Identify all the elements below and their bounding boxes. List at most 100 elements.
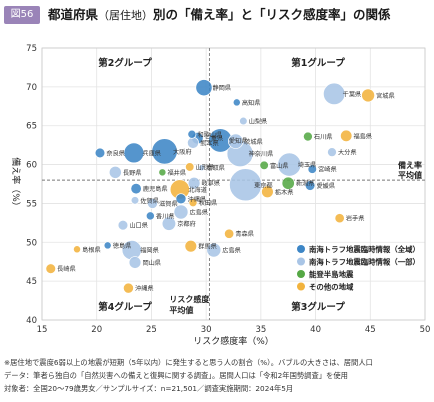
footnote-sample: 対象者：全国20〜79歳男女／サンプルサイズ：n=21,501／調査実施期間：2…	[4, 384, 294, 393]
title-paren: （居住地）	[98, 9, 154, 22]
point-label: 石川県	[314, 134, 333, 141]
bubble-埼玉県	[277, 152, 302, 177]
bubble-栃木県	[261, 185, 274, 199]
bubble-岐阜県	[187, 176, 201, 190]
bubble-香川県	[145, 211, 155, 221]
point-label: 愛知県	[229, 137, 248, 145]
point-label: 岡山県	[142, 259, 161, 267]
bubble-島根県	[73, 245, 81, 254]
legend-swatch	[297, 257, 305, 266]
bubble-宮城県	[361, 88, 375, 103]
point-label: 栃木県	[275, 188, 294, 196]
point-label: 埼玉県	[298, 161, 317, 169]
y-tick-label: 45	[26, 277, 37, 287]
bubble-愛媛県	[304, 180, 316, 191]
bubble-兵庫県	[123, 142, 145, 164]
risk-average-label-1: リスク感度	[169, 294, 210, 304]
bubble-山梨県	[239, 116, 248, 126]
point-label: 熊本県	[200, 139, 219, 147]
y-tick-label: 75	[26, 44, 37, 54]
legend-swatch	[297, 270, 305, 278]
point-label: 神奈川県	[249, 150, 274, 158]
x-tick-label: 50	[420, 325, 431, 335]
footnote-data-source: データ：筆者ら独自の「自然災害への備えと復興に関する調査」。居間人口は「令和2年…	[4, 371, 348, 380]
bubble-奈良県	[94, 147, 106, 159]
x-tick-label: 20	[91, 325, 102, 335]
y-axis-label: 備え率（%）	[10, 157, 22, 211]
title-main: 都道府県	[48, 7, 99, 22]
bubble-高知県	[232, 98, 241, 107]
bubble-沖縄県	[175, 193, 187, 205]
y-tick-label: 65	[26, 122, 37, 132]
point-label: 広島県	[222, 247, 241, 255]
point-label: 山口県	[129, 222, 148, 230]
y-tick-label: 40	[26, 316, 37, 326]
bubble-岩手県	[334, 213, 345, 224]
bubble-chart: 15 20 25 30 35 40 45 50 40 45 50 55 60 65 70 75 リスク感度率（%…	[10, 44, 431, 347]
legend-entry: 南海トラフ地震臨時情報（全域）	[309, 245, 420, 254]
legend-entry: その他の地域	[309, 283, 354, 292]
point-label: 大分県	[338, 149, 357, 157]
bubble-宮崎県	[307, 164, 317, 174]
point-label: 三重県	[205, 135, 224, 143]
y-tick-label: 60	[26, 161, 37, 171]
point-label: 宮崎県	[318, 166, 337, 174]
y-tick-label: 55	[26, 199, 37, 209]
risk-average-label-2: 平均値	[169, 305, 193, 315]
point-label: 奈良県	[106, 149, 125, 157]
quadrant-label-4: 第4グループ	[98, 301, 152, 313]
point-label: 佐賀県	[140, 197, 159, 205]
point-label: 山梨県	[249, 118, 268, 126]
point-label: 徳島県	[113, 242, 132, 250]
quadrant-label-3: 第3グループ	[291, 301, 345, 313]
x-tick-label: 30	[201, 325, 212, 335]
bubble-岡山県	[128, 256, 142, 269]
bubble-佐賀県	[130, 196, 140, 205]
point-label: 山形県	[196, 163, 215, 171]
point-label: 兵庫県	[142, 149, 161, 157]
point-label: 和歌山県	[197, 131, 222, 139]
y-tick-label: 50	[26, 238, 37, 248]
bubble-群馬県	[184, 239, 198, 253]
bubble-広島県	[206, 242, 222, 258]
point-label: 秋田県	[199, 199, 218, 207]
bubble-熊本県	[187, 136, 199, 149]
point-label: 鹿児島県	[143, 185, 168, 193]
point-label: 高知県	[242, 99, 261, 107]
point-label: 福井県	[167, 169, 186, 177]
legend-entry: 能登半島地震	[309, 270, 354, 279]
title-rest: 別の「備え率」と「リスク感度率」の関係	[153, 7, 391, 22]
preparedness-average-label-1: 備え率	[398, 160, 422, 170]
bubble-滋賀県	[147, 197, 158, 209]
bubble-大阪府	[151, 138, 178, 165]
point-label: 青森県	[235, 230, 254, 238]
point-label: 岐阜県	[202, 180, 221, 188]
point-label: 滋賀県	[159, 200, 178, 208]
point-label: 富山県	[270, 162, 289, 170]
point-label: 沖縄県	[188, 195, 207, 203]
bubble-長崎県	[45, 263, 57, 274]
point-label: 長野県	[123, 169, 142, 177]
bubble-東京都	[229, 168, 262, 202]
point-label: 沖縄県	[135, 285, 154, 293]
legend-entry: 南海トラフ地震臨時情報（一部）	[309, 258, 420, 267]
point-label: 新潟県	[296, 180, 315, 188]
point-label: 島根県	[82, 246, 101, 254]
bubble-静岡県	[195, 79, 213, 97]
point-label: 岩手県	[346, 215, 365, 223]
x-tick-label: 45	[365, 325, 376, 335]
footnote-definition: ※居住地で震度6弱以上の地震が短期（5年以内）に発生すると思う人の割合（%）。バ…	[4, 358, 373, 367]
bubble-和歌山県	[187, 129, 197, 139]
bubble-鳥取県	[198, 164, 206, 172]
point-label: 鳥取県	[206, 164, 225, 172]
point-label: 北海道	[188, 186, 207, 194]
point-label: 茨城県	[244, 138, 263, 146]
quadrant-label-2: 第2グループ	[98, 57, 152, 69]
y-tick-label: 70	[26, 83, 37, 93]
bubble-茨城県	[228, 133, 244, 149]
bubble-青森県	[224, 228, 235, 239]
point-label: 京都府	[177, 220, 196, 228]
bubble-山口県	[117, 219, 129, 231]
bubble-福井県	[158, 168, 167, 177]
point-label: 千葉県	[343, 90, 362, 98]
